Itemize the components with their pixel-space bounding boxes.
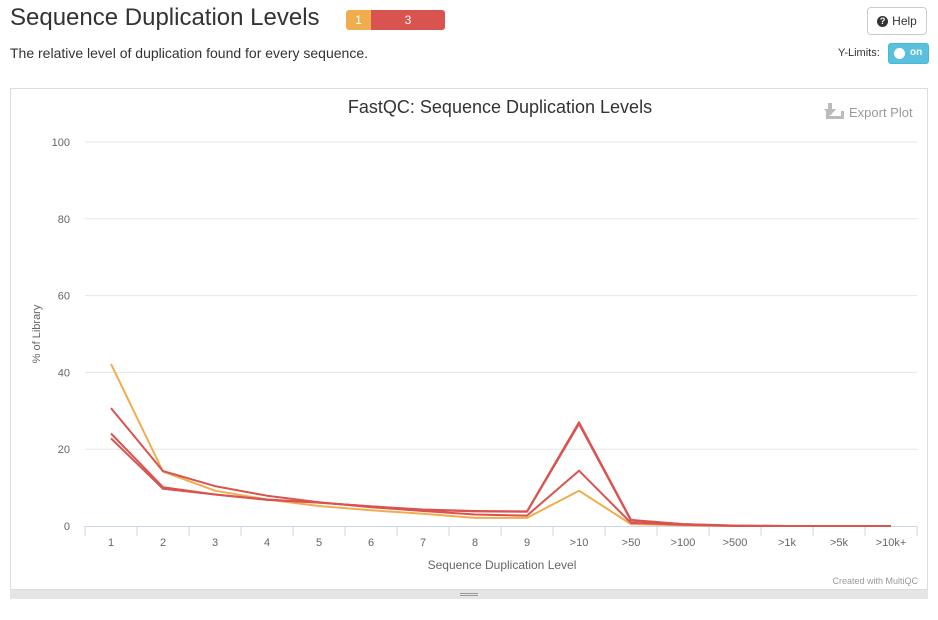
y-tick-label: 60 [58,291,70,303]
grid-lines [85,141,917,450]
x-tick-label: >10k+ [876,537,907,549]
series-line-2 [110,407,891,527]
status-badges: 1 3 [346,10,445,30]
x-tick-label: 9 [524,537,530,549]
export-plot-button[interactable]: Export Plot [824,103,913,120]
x-tick-label: >5k [830,537,849,549]
section-description: The relative level of duplication found … [10,45,368,61]
toggle-label: on [910,47,923,58]
y-axis-label: % of Library [31,304,43,363]
x-tick-label: >50 [622,537,641,549]
help-button[interactable]: ? Help [867,7,927,35]
credit-text: Created with MultiQC [832,576,918,586]
warn-count-badge[interactable]: 1 [346,10,371,30]
duplication-line-chart: FastQC: Sequence Duplication Levels Expo… [31,97,918,586]
x-tick-label: >500 [723,537,748,549]
page-title: Sequence Duplication Levels [10,4,320,31]
x-axis-label: Sequence Duplication Level [428,558,577,572]
toggle-knob [894,48,905,59]
x-tick-label: 8 [472,537,478,549]
x-tick-label: >100 [671,537,696,549]
x-tick-label: 4 [264,537,270,549]
x-axis: 1 2 3 4 5 6 7 8 9 >10 >50 >100 >500 >1k >5k >10k+ [84,526,918,549]
series-line-4 [110,422,891,527]
x-tick-label: 2 [160,537,166,549]
x-tick-label: 5 [316,537,322,549]
export-plot-label: Export Plot [849,105,913,120]
chart-title: FastQC: Sequence Duplication Levels [348,97,652,117]
y-tick-label: 40 [58,367,70,379]
y-tick-label: 100 [52,137,70,149]
x-tick-label: >1k [778,537,797,549]
series-line-3 [110,421,891,527]
question-circle-icon: ? [877,15,889,27]
series-lines [110,363,891,527]
y-tick-label: 0 [64,521,70,533]
download-icon [824,103,844,119]
help-button-label: Help [892,14,917,28]
x-tick-label: >10 [570,537,589,549]
y-axis-ticks: 0 20 40 60 80 100 [52,137,70,533]
plot-container: FastQC: Sequence Duplication Levels Expo… [10,88,928,598]
x-tick-label: 6 [368,537,374,549]
fail-count-badge[interactable]: 3 [371,10,445,30]
x-tick-label: 3 [212,537,218,549]
y-limits-label: Y-Limits: [838,47,880,59]
grip-icon [460,593,478,594]
plot-resize-handle[interactable] [10,589,928,599]
x-tick-label: 1 [108,537,114,549]
y-tick-label: 20 [58,444,70,456]
x-tick-label: 7 [420,537,426,549]
series-line-1 [110,363,891,527]
y-tick-label: 80 [58,214,70,226]
y-limits-toggle[interactable]: on [888,43,929,64]
